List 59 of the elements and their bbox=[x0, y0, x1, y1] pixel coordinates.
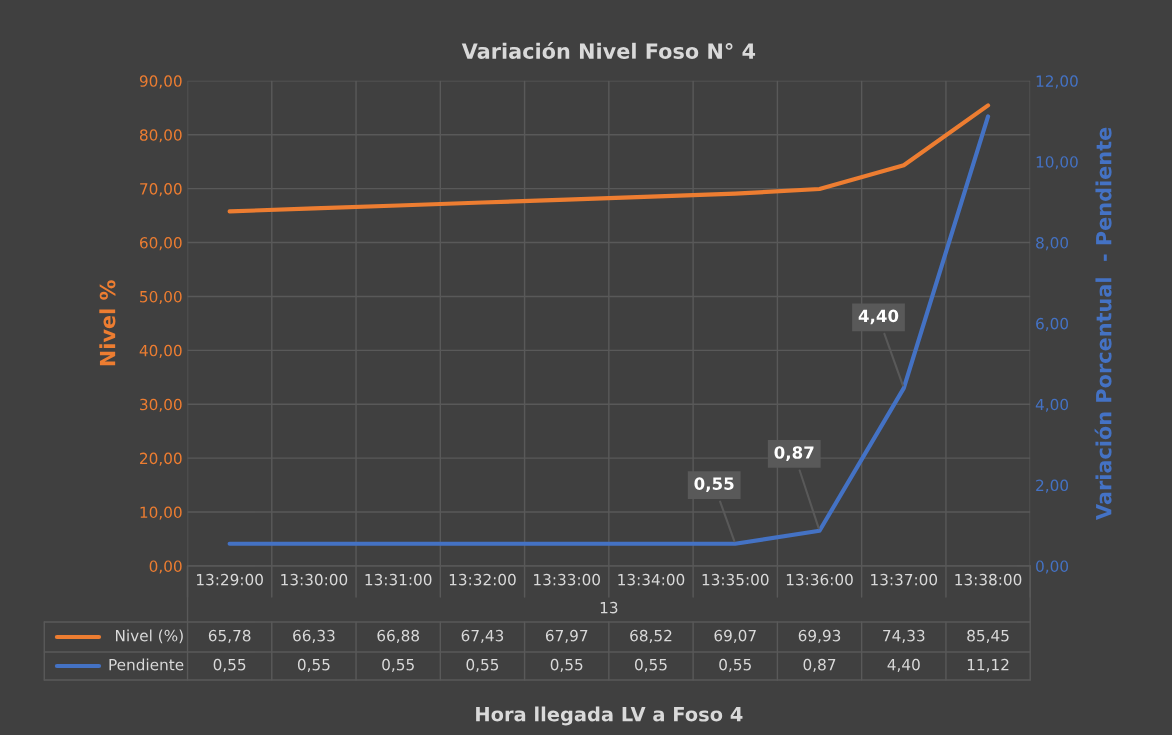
data-label: 11,12 bbox=[967, 658, 1009, 672]
legend-label: Pendiente bbox=[109, 658, 184, 671]
y-tick-label: 70,00 bbox=[140, 183, 182, 197]
data-label: 0,87 bbox=[803, 658, 836, 672]
x-tick-label: 13:30:00 bbox=[281, 573, 348, 586]
y-tick-label: 0,00 bbox=[149, 560, 182, 574]
y2-axis-title: Variación Porcentual - Pendiente bbox=[1094, 127, 1112, 520]
x-tick-label: 13:34:00 bbox=[618, 573, 685, 586]
data-label: 69,93 bbox=[798, 629, 841, 643]
y-tick-label: 20,00 bbox=[140, 452, 182, 466]
annotation: 0,55 bbox=[694, 477, 734, 493]
data-label: 0,55 bbox=[466, 658, 499, 672]
y2-tick-label: 10,00 bbox=[1036, 156, 1078, 170]
data-label: 4,40 bbox=[887, 658, 920, 672]
x-tick-label: 13:32:00 bbox=[449, 573, 516, 586]
data-label: 0,55 bbox=[382, 658, 414, 672]
x-tick-label: 13:35:00 bbox=[702, 573, 769, 586]
y2-tick-label: 4,00 bbox=[1035, 398, 1069, 412]
chart-title: Variación Nivel Foso N° 4 bbox=[461, 41, 756, 59]
line-series bbox=[227, 103, 991, 214]
data-label: 0,55 bbox=[550, 658, 583, 672]
y-tick-label: 10,00 bbox=[140, 506, 182, 520]
y-tick-label: 60,00 bbox=[139, 237, 182, 251]
annotation: 0,87 bbox=[774, 446, 814, 461]
data-label: 69,07 bbox=[714, 629, 756, 643]
y2-tick-label: 12,00 bbox=[1036, 75, 1078, 89]
y2-tick-label: 0,00 bbox=[1036, 560, 1069, 574]
data-label: 0,55 bbox=[634, 658, 667, 672]
y-tick-label: 50,00 bbox=[140, 290, 182, 305]
y-tick-label: 80,00 bbox=[139, 129, 182, 143]
data-label: 85,45 bbox=[967, 629, 1009, 643]
x-tick-label: 13:31:00 bbox=[365, 573, 432, 586]
x-tick-label: 13:29:00 bbox=[197, 573, 263, 586]
x-tick-label: 13:33:00 bbox=[534, 573, 601, 586]
y2-tick-label: 8,00 bbox=[1036, 237, 1069, 251]
y-tick-label: 30,00 bbox=[140, 398, 182, 412]
legend-label: Nivel (%) bbox=[115, 629, 183, 644]
data-label: 66,33 bbox=[293, 629, 335, 643]
data-label: 66,88 bbox=[377, 629, 420, 643]
y2-tick-label: 2,00 bbox=[1036, 479, 1069, 493]
x-tick-label: 13:37:00 bbox=[871, 573, 938, 586]
data-label: 67,97 bbox=[545, 629, 588, 643]
text: Hora llegada LV a Foso 4 bbox=[476, 706, 743, 726]
data-label: 74,33 bbox=[883, 629, 925, 643]
x-tick-label: 13:38:00 bbox=[955, 573, 1022, 586]
data-label: 0,55 bbox=[719, 658, 751, 672]
y-tick-label: 90,00 bbox=[139, 75, 182, 89]
data-label: 0,55 bbox=[213, 658, 246, 672]
line-series bbox=[227, 114, 991, 546]
x-tick-label: 13:36:00 bbox=[786, 573, 853, 586]
y-axis-title: Nivel % bbox=[99, 280, 116, 366]
data-label: 67,43 bbox=[461, 629, 504, 643]
data-label: 0,55 bbox=[297, 658, 330, 672]
data-label: 65,78 bbox=[208, 629, 251, 643]
text: 13 bbox=[600, 601, 618, 614]
y2-tick-label: 6,00 bbox=[1036, 317, 1069, 331]
data-label: 68,52 bbox=[630, 629, 672, 643]
annotation: 4,40 bbox=[858, 309, 899, 325]
y-tick-label: 40,00 bbox=[139, 344, 182, 358]
